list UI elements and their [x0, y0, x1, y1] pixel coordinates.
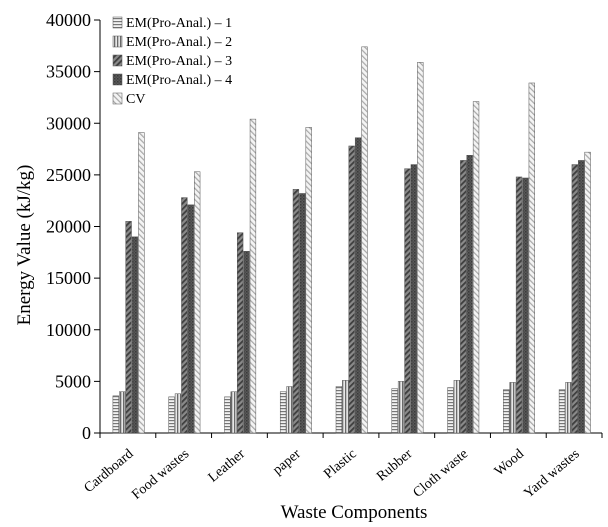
bar [174, 393, 182, 434]
bar [466, 155, 473, 434]
legend-label: CV [126, 92, 145, 107]
bar [361, 46, 368, 434]
y-ticks: 0 5000 10000 15000 20000 25000 30000 35000 40000 [46, 10, 100, 443]
bar [230, 391, 237, 434]
bar [391, 388, 398, 434]
y-axis-label: Energy Value (kJ/kg) [14, 165, 35, 326]
legend-swatch [112, 35, 123, 48]
bar [243, 251, 250, 434]
bar [305, 127, 312, 434]
legend-label: EM(Pro-Anal.) – 1 [126, 16, 232, 31]
legend-swatch [112, 73, 123, 86]
legend-label: EM(Pro-Anal.) – 3 [126, 54, 232, 69]
bar [522, 177, 529, 434]
bar [397, 381, 405, 434]
y-tick-label: 30000 [46, 113, 91, 133]
x-tick-label: Rubber [374, 446, 415, 484]
legend-label: EM(Pro-Anal.) – 4 [126, 73, 232, 88]
y-tick-label: 0 [82, 423, 91, 443]
bar [112, 395, 119, 434]
bar [571, 164, 578, 434]
bar [125, 221, 132, 434]
bar [565, 382, 572, 434]
x-tick-label: Cardboard [82, 447, 137, 496]
y-tick-label: 20000 [46, 217, 91, 237]
legend-swatch [112, 92, 123, 105]
bar [292, 189, 300, 434]
bar [578, 160, 585, 434]
y-tick-label: 10000 [46, 320, 91, 340]
bar [558, 389, 566, 434]
bar [335, 386, 343, 434]
bar [515, 176, 523, 434]
y-tick-label: 25000 [46, 165, 91, 185]
x-tick-label: Wood [492, 447, 527, 480]
bar [503, 389, 510, 434]
bar [410, 164, 418, 434]
x-tick-label: paper [270, 446, 304, 478]
bar [279, 391, 287, 434]
x-axis-label: Waste Components [281, 502, 428, 523]
bar [181, 197, 188, 434]
legend-label: EM(Pro-Anal.) – 2 [126, 35, 232, 50]
legend-swatch [112, 54, 123, 67]
x-tick-label: Leather [206, 446, 249, 485]
bar [348, 145, 355, 434]
bar [131, 236, 139, 434]
x-tick-label: Food wastes [129, 447, 192, 503]
bar [354, 137, 362, 434]
bar [417, 62, 424, 434]
bar [342, 380, 349, 434]
bar [447, 387, 454, 434]
y-tick-label: 40000 [46, 10, 91, 30]
bar [224, 396, 231, 434]
bar [249, 118, 257, 434]
bar [584, 151, 591, 434]
bar [299, 193, 306, 434]
bar [138, 132, 145, 434]
bar [194, 171, 201, 434]
bar [509, 382, 516, 434]
legend: EM(Pro-Anal.) – 1 EM(Pro-Anal.) – 2 EM(Pro… [112, 16, 232, 107]
y-tick-label: 35000 [46, 62, 91, 82]
bar [528, 82, 535, 434]
bar [236, 232, 244, 434]
bar [453, 380, 461, 434]
bar [460, 160, 467, 434]
bar [404, 168, 411, 434]
y-tick-label: 15000 [46, 268, 91, 288]
bars [112, 46, 591, 434]
legend-swatch [112, 16, 123, 29]
bar [472, 101, 480, 434]
bar [187, 204, 194, 434]
x-tick-label: Plastic [321, 447, 359, 482]
y-tick-label: 5000 [55, 371, 91, 391]
bar [119, 391, 126, 434]
x-tick-label: Cloth waste [411, 447, 472, 501]
bar [168, 396, 175, 434]
bar [286, 386, 293, 434]
x-tick-label: Yard wastes [521, 447, 582, 502]
